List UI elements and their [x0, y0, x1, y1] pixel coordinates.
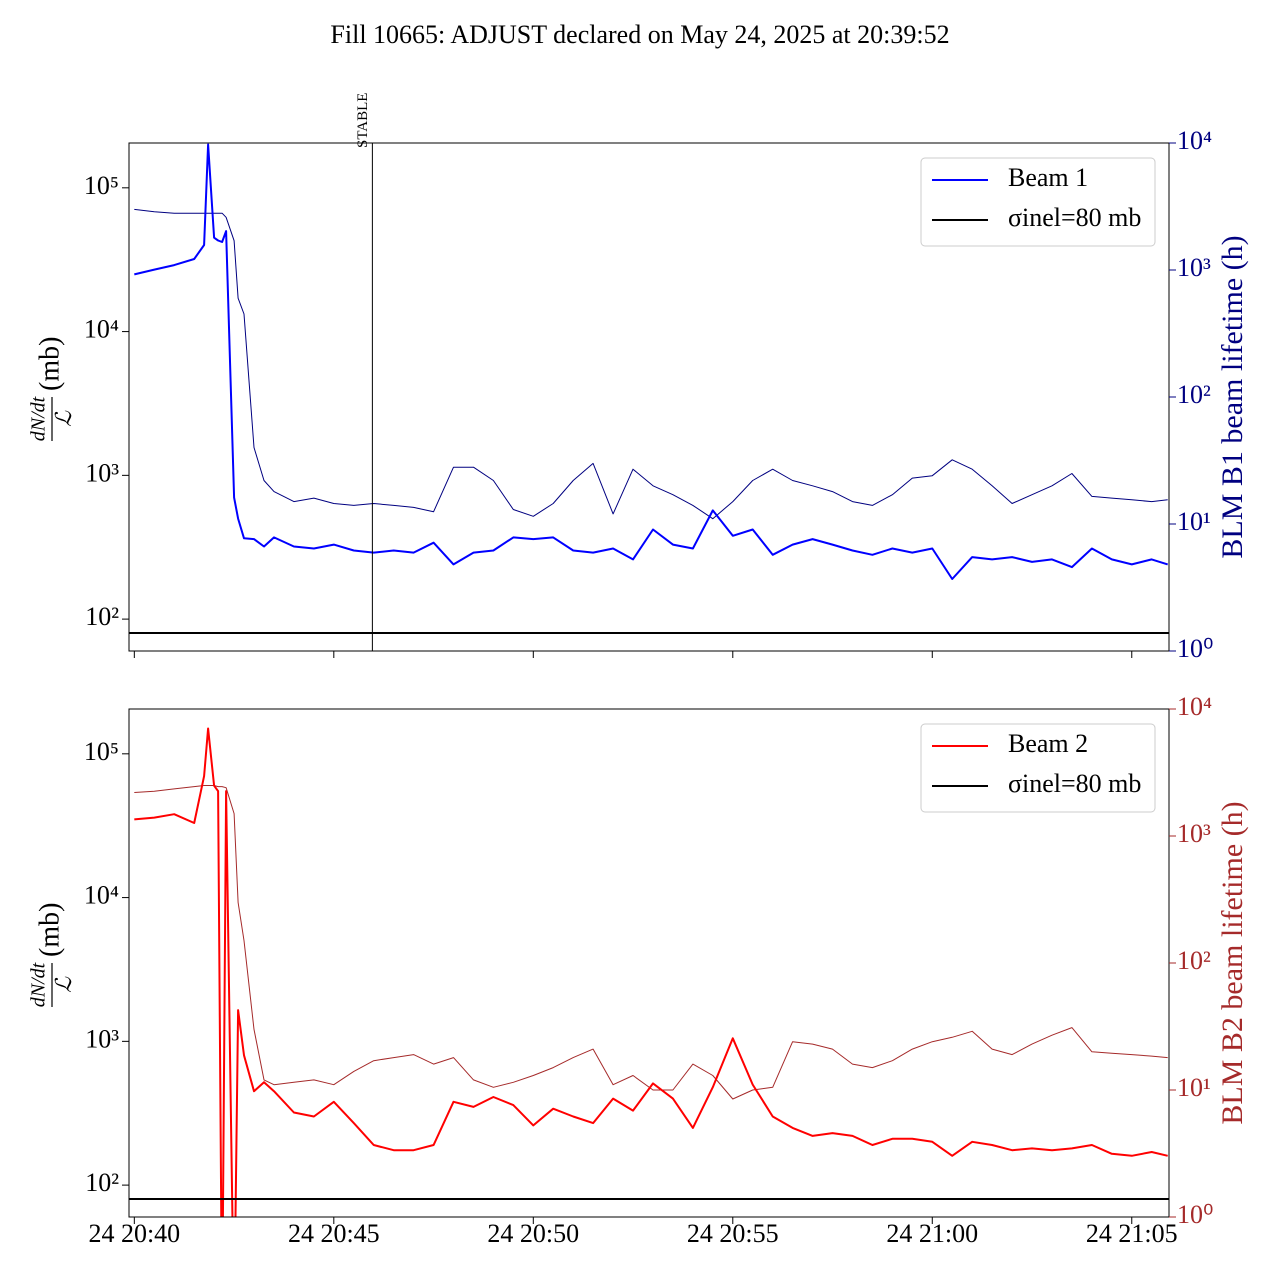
y-tick-label: 10³ — [85, 458, 119, 487]
y-tick-label: 10⁵ — [84, 737, 119, 766]
beam-line — [134, 727, 1168, 1217]
y2-tick-label: 10² — [1177, 380, 1211, 409]
y2-tick-label: 10³ — [1177, 253, 1211, 282]
y-label-unit: (mb) — [34, 337, 65, 391]
legend-label: σinel=80 mb — [1008, 769, 1141, 798]
y-tick-label: 10⁵ — [84, 171, 119, 200]
y-tick-label: 10³ — [85, 1024, 119, 1053]
y-label-numerator: dN/dt — [28, 962, 50, 1007]
x-tick-label: 24 21:05 — [1086, 1219, 1178, 1248]
y2-tick-label: 10⁴ — [1177, 692, 1212, 721]
y-axis-label: dN/dt ℒ (mb) — [28, 903, 76, 1008]
y-label-unit: (mb) — [34, 903, 65, 957]
y-tick-label: 10² — [85, 602, 119, 631]
lifetime-line — [134, 785, 1168, 1100]
y2-tick-label: 10¹ — [1177, 507, 1211, 536]
legend-label: Beam 1 — [1008, 163, 1088, 192]
y2-tick-label: 10¹ — [1177, 1073, 1211, 1102]
y-label-denominator: ℒ — [51, 410, 76, 427]
y-axis-label: dN/dt ℒ (mb) — [28, 337, 76, 442]
y-tick-label: 10⁴ — [84, 315, 119, 344]
figure-title: Fill 10665: ADJUST declared on May 24, 2… — [330, 20, 949, 49]
x-tick-label: 24 20:45 — [288, 1219, 380, 1248]
y-tick-label: 10⁴ — [84, 881, 119, 910]
lifetime-line — [134, 208, 1168, 520]
y2-tick-label: 10² — [1177, 946, 1211, 975]
y2-axis-label: BLM B2 beam lifetime (h) — [1216, 801, 1249, 1124]
annotation-label: STABLE — [355, 93, 371, 148]
x-tick-label: 24 21:00 — [886, 1219, 978, 1248]
y-label-numerator: dN/dt — [28, 396, 50, 441]
x-tick-label: 24 20:40 — [88, 1219, 180, 1248]
legend-label: Beam 2 — [1008, 729, 1088, 758]
y-label-denominator: ℒ — [51, 976, 76, 993]
y2-tick-label: 10⁰ — [1177, 634, 1213, 663]
legend-label: σinel=80 mb — [1008, 203, 1141, 232]
y2-tick-label: 10⁴ — [1177, 126, 1212, 155]
y-tick-label: 10² — [85, 1168, 119, 1197]
beam-line — [134, 143, 1168, 580]
y2-tick-label: 10³ — [1177, 819, 1211, 848]
x-tick-label: 24 20:50 — [487, 1219, 579, 1248]
y2-tick-label: 10⁰ — [1177, 1200, 1213, 1229]
y2-axis-label: BLM B1 beam lifetime (h) — [1216, 235, 1249, 558]
x-tick-label: 24 20:55 — [687, 1219, 779, 1248]
